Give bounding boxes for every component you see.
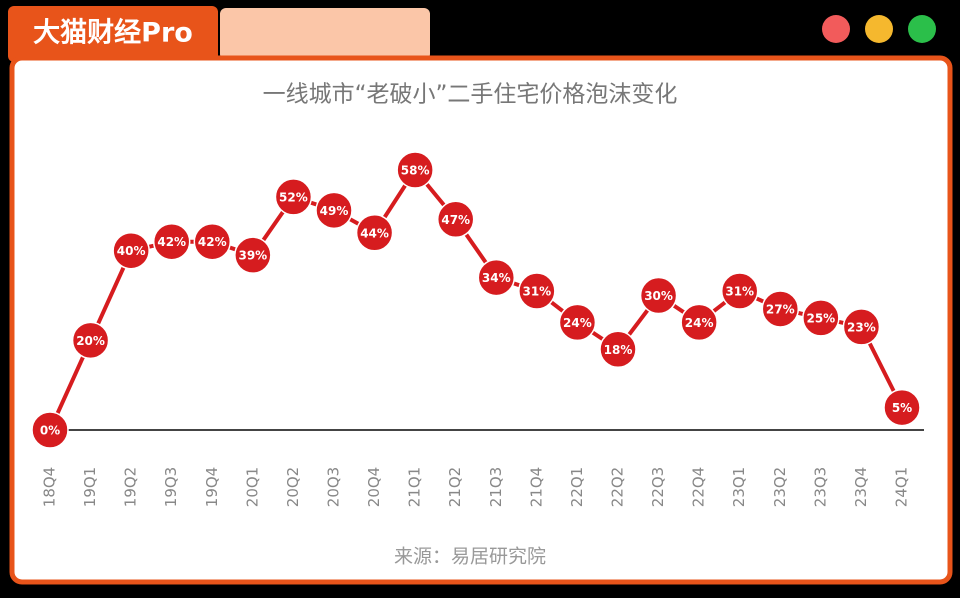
- x-tick-label: 20Q2: [284, 467, 302, 507]
- x-tick-label: 22Q2: [609, 467, 627, 507]
- window-dot-red: [822, 15, 850, 43]
- data-label: 5%: [892, 401, 912, 415]
- x-tick-label: 20Q1: [243, 467, 261, 507]
- point: [315, 191, 353, 230]
- panel: [9, 55, 953, 585]
- x-tick-label: 22Q4: [690, 467, 708, 507]
- point: [355, 214, 394, 252]
- data-label: 20%: [76, 334, 105, 348]
- x-tick-label: 23Q1: [730, 467, 748, 507]
- data-label: 42%: [157, 235, 186, 249]
- x-tick-label: 19Q2: [122, 467, 140, 507]
- x-tick-label: 20Q3: [325, 467, 343, 507]
- data-label: 44%: [360, 226, 389, 240]
- point: [234, 236, 272, 274]
- data-label: 39%: [238, 249, 267, 263]
- point: [761, 290, 800, 328]
- point: [680, 303, 718, 342]
- point: [31, 411, 69, 449]
- point: [599, 330, 637, 369]
- x-tick-label: 22Q3: [649, 467, 667, 507]
- x-tick-label: 22Q1: [568, 467, 586, 507]
- point: [112, 231, 150, 270]
- point: [396, 151, 434, 189]
- x-tick-label: 21Q3: [487, 467, 505, 507]
- x-tick-label: 21Q2: [446, 467, 464, 507]
- data-label: 42%: [198, 235, 227, 249]
- data-label: 27%: [766, 302, 795, 316]
- x-tick-label: 23Q4: [852, 467, 870, 507]
- point: [71, 321, 110, 360]
- x-tick-label: 21Q1: [406, 467, 424, 507]
- window-dot-green: [908, 15, 936, 43]
- point: [802, 299, 840, 337]
- brand: 大猫财经Pro: [33, 17, 193, 49]
- x-tick-label: 23Q3: [811, 467, 829, 507]
- data-label: 24%: [685, 316, 714, 330]
- x-tick-label: 20Q4: [365, 467, 383, 507]
- point: [477, 258, 516, 297]
- chart-title: 一线城市“老破小”二手住宅价格泡沫变化: [263, 82, 678, 108]
- line: [48, 166, 904, 431]
- x-tick-label: 21Q4: [527, 467, 545, 507]
- point: [193, 222, 232, 261]
- x-tick-label: 23Q2: [771, 467, 789, 507]
- window-dot-yellow: [865, 15, 893, 43]
- brand-tab: [8, 6, 218, 62]
- point: [842, 308, 881, 346]
- point: [558, 303, 597, 342]
- point: [436, 200, 475, 239]
- point: [518, 272, 556, 310]
- data-label: 52%: [279, 190, 308, 204]
- source: 来源：易居研究院: [394, 546, 546, 568]
- data-label: 40%: [117, 244, 146, 258]
- point: [274, 178, 313, 216]
- data-label: 31%: [522, 285, 551, 299]
- secondary-tab: [220, 8, 430, 60]
- data-label: 58%: [401, 164, 430, 178]
- data-label: 31%: [725, 285, 754, 299]
- data-label: 25%: [806, 311, 835, 325]
- data-label: 49%: [320, 204, 349, 218]
- point: [883, 388, 921, 427]
- plot: 18Q4 19Q1 19Q2 19Q3 19Q4 20Q1 20Q2 20Q3 20Q4 21Q1…: [31, 151, 924, 507]
- data-label: 0%: [40, 424, 60, 438]
- x-tick-label: 18Q4: [41, 467, 59, 507]
- data-label: 34%: [482, 271, 511, 285]
- data-label: 18%: [604, 343, 633, 357]
- data-label: 47%: [441, 213, 470, 227]
- point: [639, 276, 678, 315]
- point: [152, 222, 191, 261]
- x-tick-label: 24Q1: [893, 467, 911, 507]
- point: [720, 272, 759, 310]
- x-tick-label: 19Q4: [203, 467, 221, 507]
- data-label: 30%: [644, 289, 673, 303]
- data-label: 24%: [563, 316, 592, 330]
- data-label: 23%: [847, 320, 876, 334]
- x-tick-label: 19Q1: [81, 467, 99, 507]
- x-tick-label: 19Q3: [162, 467, 180, 507]
